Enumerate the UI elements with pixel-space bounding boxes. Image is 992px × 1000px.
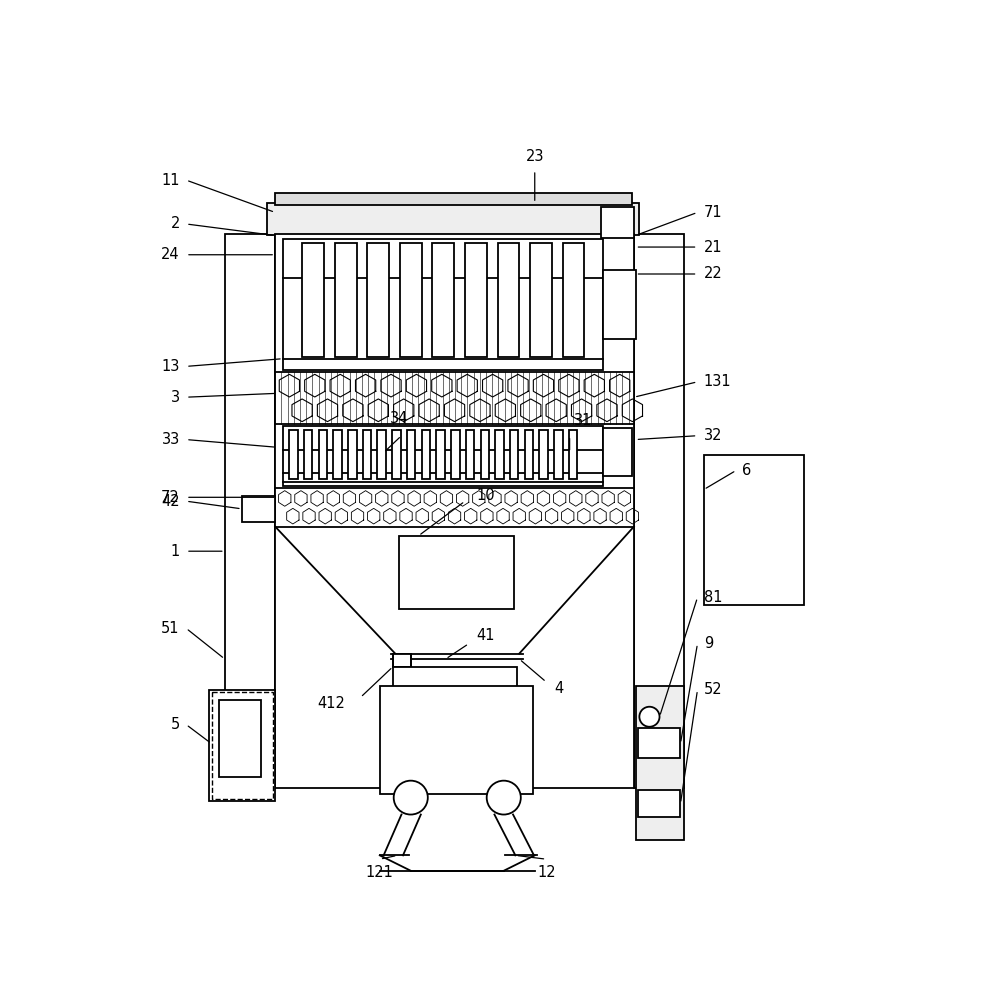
Bar — [466, 430, 474, 479]
Bar — [283, 239, 603, 370]
Text: 5: 5 — [171, 717, 180, 732]
Bar — [275, 372, 634, 424]
Bar — [393, 667, 517, 691]
Text: 72: 72 — [161, 490, 180, 505]
Bar — [703, 455, 805, 605]
Bar — [422, 430, 431, 479]
Text: 81: 81 — [703, 590, 722, 605]
Bar — [465, 243, 487, 357]
Text: 34: 34 — [390, 411, 409, 426]
Text: 41: 41 — [476, 628, 495, 643]
Bar — [555, 430, 562, 479]
Circle shape — [394, 781, 428, 815]
Text: 24: 24 — [161, 247, 180, 262]
Bar — [634, 234, 684, 788]
Bar — [603, 270, 636, 339]
Bar — [333, 430, 342, 479]
Bar — [225, 234, 275, 788]
Bar — [636, 686, 684, 840]
Text: 32: 32 — [703, 428, 722, 443]
Bar — [393, 654, 411, 667]
Text: 6: 6 — [742, 463, 752, 478]
Bar — [433, 243, 454, 357]
Bar — [600, 207, 634, 238]
Text: 21: 21 — [703, 240, 722, 255]
Bar — [283, 426, 603, 486]
Bar — [303, 243, 324, 357]
Text: 71: 71 — [703, 205, 722, 220]
Text: 31: 31 — [573, 413, 592, 428]
Bar — [348, 430, 356, 479]
Bar — [209, 690, 275, 801]
Bar — [638, 790, 681, 817]
Bar — [242, 496, 275, 522]
Text: 13: 13 — [162, 359, 180, 374]
Bar — [495, 430, 504, 479]
Bar — [275, 234, 634, 788]
Bar — [525, 430, 533, 479]
Bar — [400, 243, 422, 357]
Text: 23: 23 — [526, 149, 544, 164]
Text: 52: 52 — [703, 682, 722, 697]
Bar — [540, 430, 548, 479]
Bar — [480, 430, 489, 479]
Bar — [399, 536, 514, 609]
Text: 22: 22 — [703, 266, 722, 282]
Bar — [275, 193, 632, 205]
Bar — [498, 243, 519, 357]
Bar — [530, 243, 552, 357]
Bar — [289, 430, 298, 479]
Bar — [367, 243, 389, 357]
Text: 33: 33 — [162, 432, 180, 447]
Bar — [603, 428, 633, 476]
Bar — [392, 430, 401, 479]
Bar — [436, 430, 444, 479]
Bar — [318, 430, 327, 479]
Bar — [275, 488, 634, 527]
Text: 9: 9 — [703, 636, 713, 651]
Text: 12: 12 — [537, 865, 556, 880]
Text: 11: 11 — [162, 173, 180, 188]
Circle shape — [640, 707, 660, 727]
Bar — [335, 243, 356, 357]
Bar — [562, 243, 584, 357]
Text: 412: 412 — [317, 696, 345, 711]
Text: 10: 10 — [476, 488, 495, 503]
Text: 3: 3 — [171, 390, 180, 405]
Text: 4: 4 — [555, 681, 563, 696]
Bar — [638, 728, 681, 758]
Text: 2: 2 — [171, 216, 180, 231]
Text: 51: 51 — [162, 621, 180, 636]
Bar — [568, 430, 577, 479]
Bar — [268, 203, 640, 235]
Bar — [211, 692, 273, 799]
Bar — [304, 430, 312, 479]
Bar — [218, 700, 261, 777]
Bar — [407, 430, 416, 479]
Bar — [377, 430, 386, 479]
Text: 131: 131 — [703, 374, 731, 389]
Text: 1: 1 — [171, 544, 180, 559]
Circle shape — [487, 781, 521, 815]
Bar — [510, 430, 519, 479]
Text: 42: 42 — [161, 494, 180, 509]
Bar — [380, 686, 534, 794]
Bar — [451, 430, 459, 479]
Text: 121: 121 — [366, 865, 394, 880]
Bar — [363, 430, 371, 479]
